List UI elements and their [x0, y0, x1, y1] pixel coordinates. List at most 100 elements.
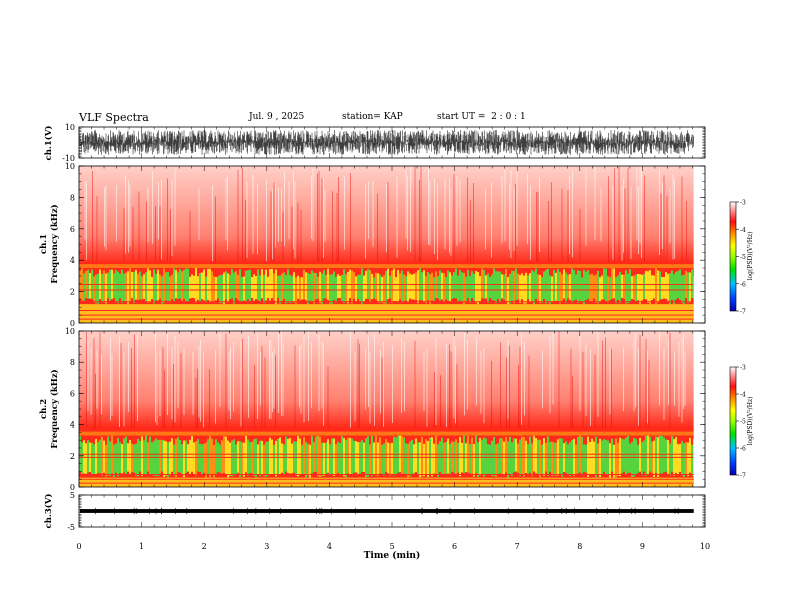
- p3-data-band-patch: [643, 440, 645, 472]
- p2-data-band-patch: [315, 273, 317, 300]
- ch1-waveform-trace: [79, 130, 694, 155]
- p3-data-band-patch: [215, 439, 217, 474]
- p3-data-band-patch: [469, 444, 471, 474]
- p3-data-band-patch: [331, 438, 333, 474]
- p3-data-band-patch: [135, 443, 137, 476]
- p3-data-band-patch: [99, 439, 101, 474]
- y-tick-label: 2: [70, 452, 75, 461]
- p2-data-band-patch: [441, 272, 443, 300]
- p3-data-band-patch: [647, 435, 649, 475]
- x-tick-label: 4: [327, 542, 332, 551]
- colorbar-tick-label: -7: [740, 473, 746, 480]
- p3-data-band-patch: [171, 438, 173, 472]
- p3-data-band-patch: [395, 437, 397, 475]
- p2-data-band-patch: [639, 274, 641, 304]
- p2-data-band-patch: [361, 268, 363, 304]
- p3-data-band-patch: [487, 444, 489, 474]
- p2-data-band-patch: [591, 273, 593, 303]
- y-tick-label: 0: [70, 319, 75, 328]
- p3-data-band-patch: [281, 443, 283, 473]
- p3-data-band-patch: [553, 442, 555, 476]
- p2-data-band-patch: [667, 273, 669, 301]
- p2-data-band-patch: [285, 274, 287, 304]
- p3-data-band-patch: [615, 438, 617, 478]
- date-label: Jul. 9 , 2025: [249, 112, 305, 122]
- p2-data-band-patch: [641, 274, 643, 301]
- p2-data-band-patch: [387, 268, 389, 300]
- p1-data-path: [79, 130, 694, 155]
- p3-data-band-patch: [85, 443, 87, 474]
- p2-data-band-patch: [597, 270, 599, 304]
- p3-data-band-patch: [113, 444, 115, 478]
- ch1-spectrogram-image: [79, 166, 705, 323]
- p3-data-band-patch: [551, 441, 553, 477]
- p2-data-band-patch: [403, 274, 405, 303]
- p2-data-band-patch: [179, 269, 181, 299]
- p2-data-band-patch: [687, 272, 689, 303]
- p3-data-band-patch: [531, 443, 533, 477]
- p2-data-band-patch: [383, 275, 385, 304]
- p3-data-band-patch: [353, 440, 355, 473]
- p2-data-band-patch: [289, 274, 291, 303]
- p2-data-band-patch: [331, 274, 333, 304]
- p2-data-band-patch: [147, 268, 149, 303]
- p3-data-band-patch: [355, 441, 357, 473]
- p3-data-band-patch: [179, 439, 181, 473]
- p2-data-band-patch: [185, 268, 187, 303]
- p2-data-band-patch: [573, 269, 575, 301]
- ch1-spectrogram-panel: 0 2 4 6 8 10: [65, 162, 706, 328]
- p2-data-band-patch: [451, 275, 453, 299]
- p2-data-band-patch: [225, 271, 227, 300]
- p2-data-band-patch: [475, 270, 477, 303]
- p2-data-band-patch: [377, 273, 379, 303]
- p3-data-band-patch: [199, 443, 201, 473]
- p2-data-band-patch: [533, 271, 535, 305]
- y-tick-label: 6: [70, 225, 75, 234]
- p3-data-band-patch: [403, 437, 405, 474]
- p3-data-band-patch: [489, 444, 491, 475]
- y-tick-label: -5: [67, 523, 75, 532]
- p3-data-band-patch: [587, 436, 589, 477]
- p2-data-band-patch: [217, 276, 219, 299]
- p3-data-band-patch: [631, 441, 633, 478]
- p3-data-band-patch: [359, 441, 361, 475]
- p2-data-band-patch: [349, 269, 351, 299]
- p3-data-band-patch: [547, 436, 549, 476]
- p2-data-band-patch: [469, 275, 471, 303]
- p2-data-band-patch: [357, 275, 359, 299]
- p3-data-band-patch: [361, 440, 363, 473]
- p2-data-band-patch: [181, 271, 183, 301]
- p2-data-band-patch: [623, 274, 625, 299]
- p3-data-band-patch: [509, 436, 511, 476]
- p2-data-band-patch: [199, 273, 201, 303]
- p3-data-band-patch: [347, 437, 349, 474]
- colorbar-tick-label: -3: [740, 365, 746, 372]
- p2-data-band-patch: [167, 272, 169, 301]
- ch2-spectrogram-ticks: 0 2 4 6 8 10: [65, 327, 705, 492]
- p2-data-band-patch: [637, 273, 639, 301]
- p2-data-band-patch: [353, 272, 355, 299]
- p2-data-band-patch: [275, 269, 277, 304]
- p2-data-band-patch: [547, 268, 549, 302]
- y-tick-label: 4: [70, 421, 75, 430]
- p2-data-band-patch: [341, 274, 343, 301]
- p2-data-band-patch: [477, 271, 479, 304]
- p3-data-band-patch: [263, 444, 265, 477]
- p2-data-band-patch: [313, 272, 315, 304]
- p2-data-band-patch: [221, 274, 223, 304]
- p2-data-band-patch: [567, 274, 569, 299]
- p2-data-band-patch: [559, 271, 561, 304]
- p2-data-band-patch: [345, 274, 347, 303]
- p3-data-band-patch: [493, 436, 495, 477]
- ch1-colorbar-gradient: [729, 201, 737, 312]
- p2-data-band-patch: [603, 268, 605, 300]
- p2-data-band-patch: [433, 277, 435, 301]
- p3-data-band-patch: [499, 438, 501, 474]
- p2-data-band-patch: [575, 274, 577, 300]
- p3-data-band-patch: [291, 443, 293, 474]
- p3-data-band-patch: [259, 440, 261, 477]
- p3-data-band-patch: [507, 441, 509, 478]
- ch2-spectrogram-panel: 0 2 4 6 8 10: [65, 327, 706, 492]
- p3-data-band-patch: [279, 437, 281, 475]
- p2-data-band-patch: [643, 273, 645, 300]
